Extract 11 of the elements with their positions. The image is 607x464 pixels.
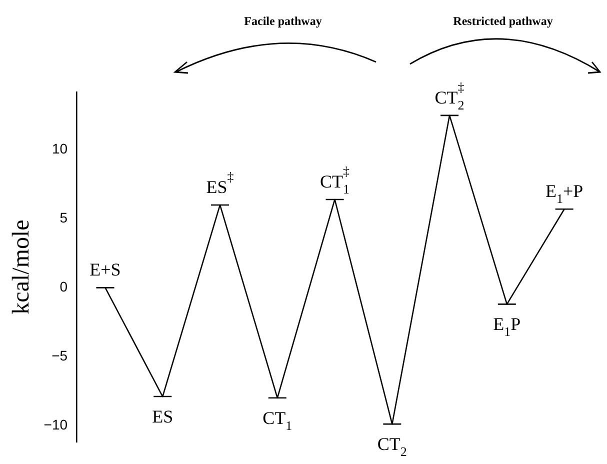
- annotation: ES‡: [206, 168, 234, 197]
- y-tick-label: 0: [60, 278, 68, 295]
- y-tick-label: −5: [52, 347, 68, 364]
- annotation: E+S: [90, 260, 121, 280]
- y-tick-label: 5: [60, 210, 68, 226]
- text: Facile pathway: [244, 14, 322, 29]
- y-tick-label: 10: [52, 140, 68, 157]
- annotation: ES: [152, 406, 174, 427]
- y-tick-label: −10: [44, 416, 68, 432]
- text: Restricted pathway: [453, 14, 553, 29]
- y-axis-title: kcal/mole: [8, 220, 35, 314]
